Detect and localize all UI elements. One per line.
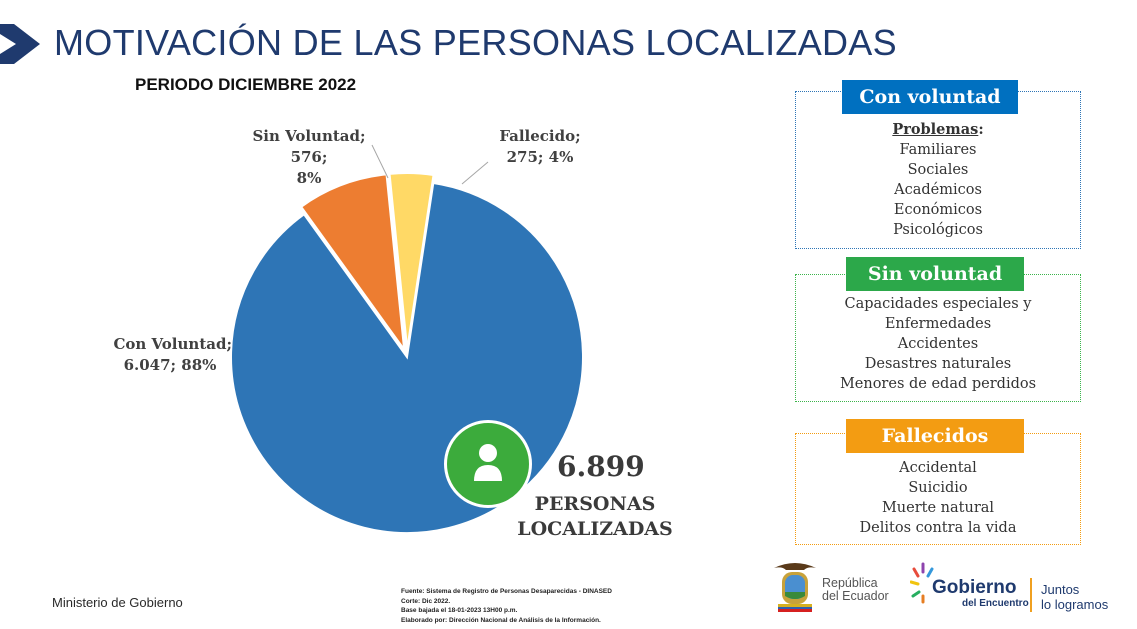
leader-line [371,144,389,179]
list-item: Suicidio [908,480,968,496]
list-item: Sociales [907,162,969,178]
page-title: MOTIVACIÓN DE LAS PERSONAS LOCALIZADAS [54,22,897,63]
list-item: Delitos contra la vida [859,520,1017,536]
header-arrow-icon [0,24,40,64]
box-body-con-voluntad: Problemas: Familiares Sociales Académico… [796,120,1080,240]
list-item: Académicos [894,182,982,198]
juntos-line: lo logramos [1041,597,1109,612]
juntos-line: Juntos [1041,582,1080,597]
slice-fallecido [388,172,435,350]
page-subtitle: PERIODO DICIEMBRE 2022 [135,75,357,94]
list-item: Enfermedades [884,316,992,332]
source-line: Elaborado por: Dirección Nacional de Aná… [401,616,601,624]
slice-label-fallecido: Fallecido; 275; 4% [495,126,585,168]
leader-line [461,161,489,185]
box-title-sin-voluntad: Sin voluntad [846,257,1024,291]
republica-label: República del Ecuador [822,577,889,603]
list-item: Económicos [893,202,983,218]
slice-label-value: 8% [296,169,322,187]
slice-label-sin-voluntad: Sin Voluntad; 576; 8% [234,126,384,189]
gobierno-sunburst-icon [910,562,934,604]
list-item: Menores de edad perdidos [839,376,1037,392]
total-caption: PERSONAS LOCALIZADAS [515,492,675,542]
ministry-label: Ministerio de Gobierno [52,595,183,610]
box-title-con-voluntad: Con voluntad [842,80,1018,114]
list-item: Accidentes [897,336,979,352]
juntos-label: Juntos lo logramos [1041,582,1108,612]
list-item: Familiares [899,142,977,158]
box-body-fallecidos: Accidental Suicidio Muerte natural Delit… [796,458,1080,538]
slice-label-value: 275; 4% [506,148,574,166]
ecuador-coat-of-arms-logo [774,563,816,612]
list-item: Accidental [899,460,977,476]
box-title-fallecidos: Fallecidos [846,419,1024,453]
republica-line: del Ecuador [822,589,889,603]
list-item: Desastres naturales [864,356,1012,372]
total-count: 6.899 [557,450,645,483]
slice-label-value: 6.047; 88% [123,356,217,374]
total-caption-line: PERSONAS [534,493,656,515]
box-sin-voluntad: Sin voluntad Capacidades especiales y En… [795,257,1081,402]
republica-line: República [822,576,878,590]
slice-label-line: Sin Voluntad; 576; [252,127,366,166]
slice-label-line: Fallecido; [499,127,581,145]
box-fallecidos: Fallecidos Accidental Suicidio Muerte na… [795,419,1081,545]
source-note: Fuente: Sistema de Registro de Personas … [401,587,612,625]
list-item: Capacidades especiales y [844,296,1032,312]
slice-label-line: Con Voluntad; [113,335,232,353]
footer-divider [1030,578,1032,612]
box-con-voluntad: Con voluntad Problemas: Familiares Socia… [795,80,1081,249]
person-icon [444,420,532,508]
gobierno-label: Gobierno [932,577,1017,598]
list-item: Muerte natural [881,500,995,516]
slice-sin-voluntad [299,173,406,354]
box-heading-text: Problemas [892,121,979,138]
source-line: Base bajada el 18-01-2023 13H00 p.m. [401,607,518,614]
box-heading-suffix: : [978,121,984,138]
box-heading: Problemas: [796,120,1080,140]
slice-label-con-voluntad: Con Voluntad; 6.047; 88% [108,334,232,376]
box-body-sin-voluntad: Capacidades especiales y Enfermedades Ac… [796,294,1080,394]
gobierno-sub-label: del Encuentro [962,598,1029,609]
source-line: Corte: Dic 2022. [401,597,451,605]
list-item: Psicológicos [893,222,983,238]
source-line: Fuente: Sistema de Registro de Personas … [401,588,612,595]
total-caption-line: LOCALIZADAS [517,518,673,540]
